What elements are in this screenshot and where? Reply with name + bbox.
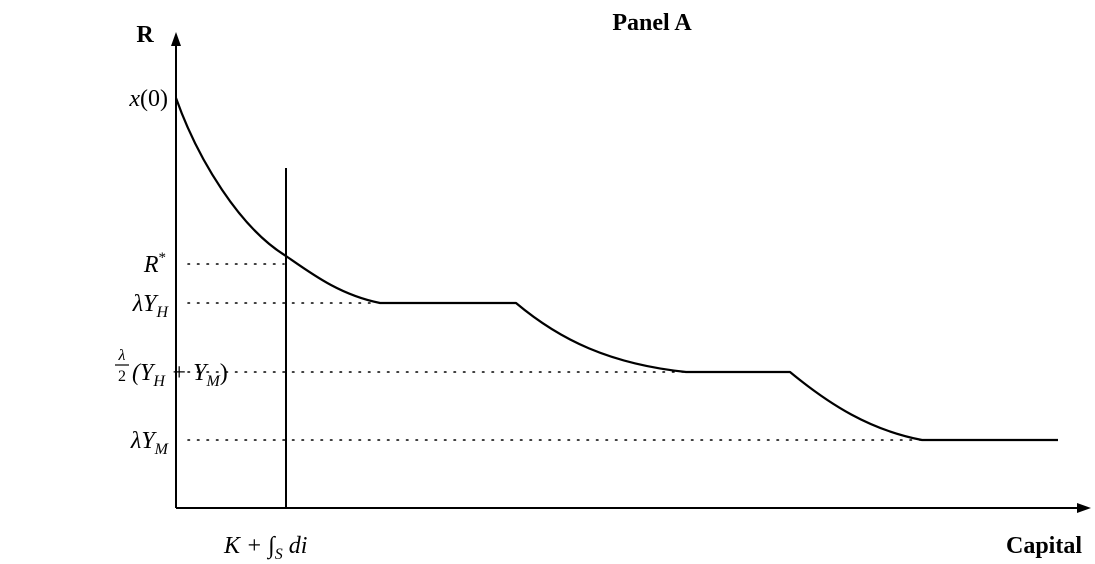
y-axis-label: R [136,22,154,48]
x-axis-label: Capital [1006,533,1082,559]
demand-curve [174,97,1058,442]
half-sum-expression: (YH + YM) [132,360,228,390]
y-axis-arrowhead [171,32,181,46]
y-tick-lambda-yh: λYH [132,291,170,321]
axes [171,32,1091,513]
x-axis-arrowhead [1077,503,1091,513]
panel-title: Panel A [612,10,692,36]
y-tick-r-star: R* [143,250,166,278]
guide-lines [187,263,923,441]
half-frac-numerator: λ [118,347,126,364]
y-tick-lambda-ym: λYM [130,428,170,458]
x-tick-capital-supply: K + ∫S di [223,533,307,563]
y-tick-half-sum: λ 2 (YH + YM) [115,347,228,390]
half-frac-denominator: 2 [118,368,126,385]
y-tick-x0: x(0) [128,86,168,112]
